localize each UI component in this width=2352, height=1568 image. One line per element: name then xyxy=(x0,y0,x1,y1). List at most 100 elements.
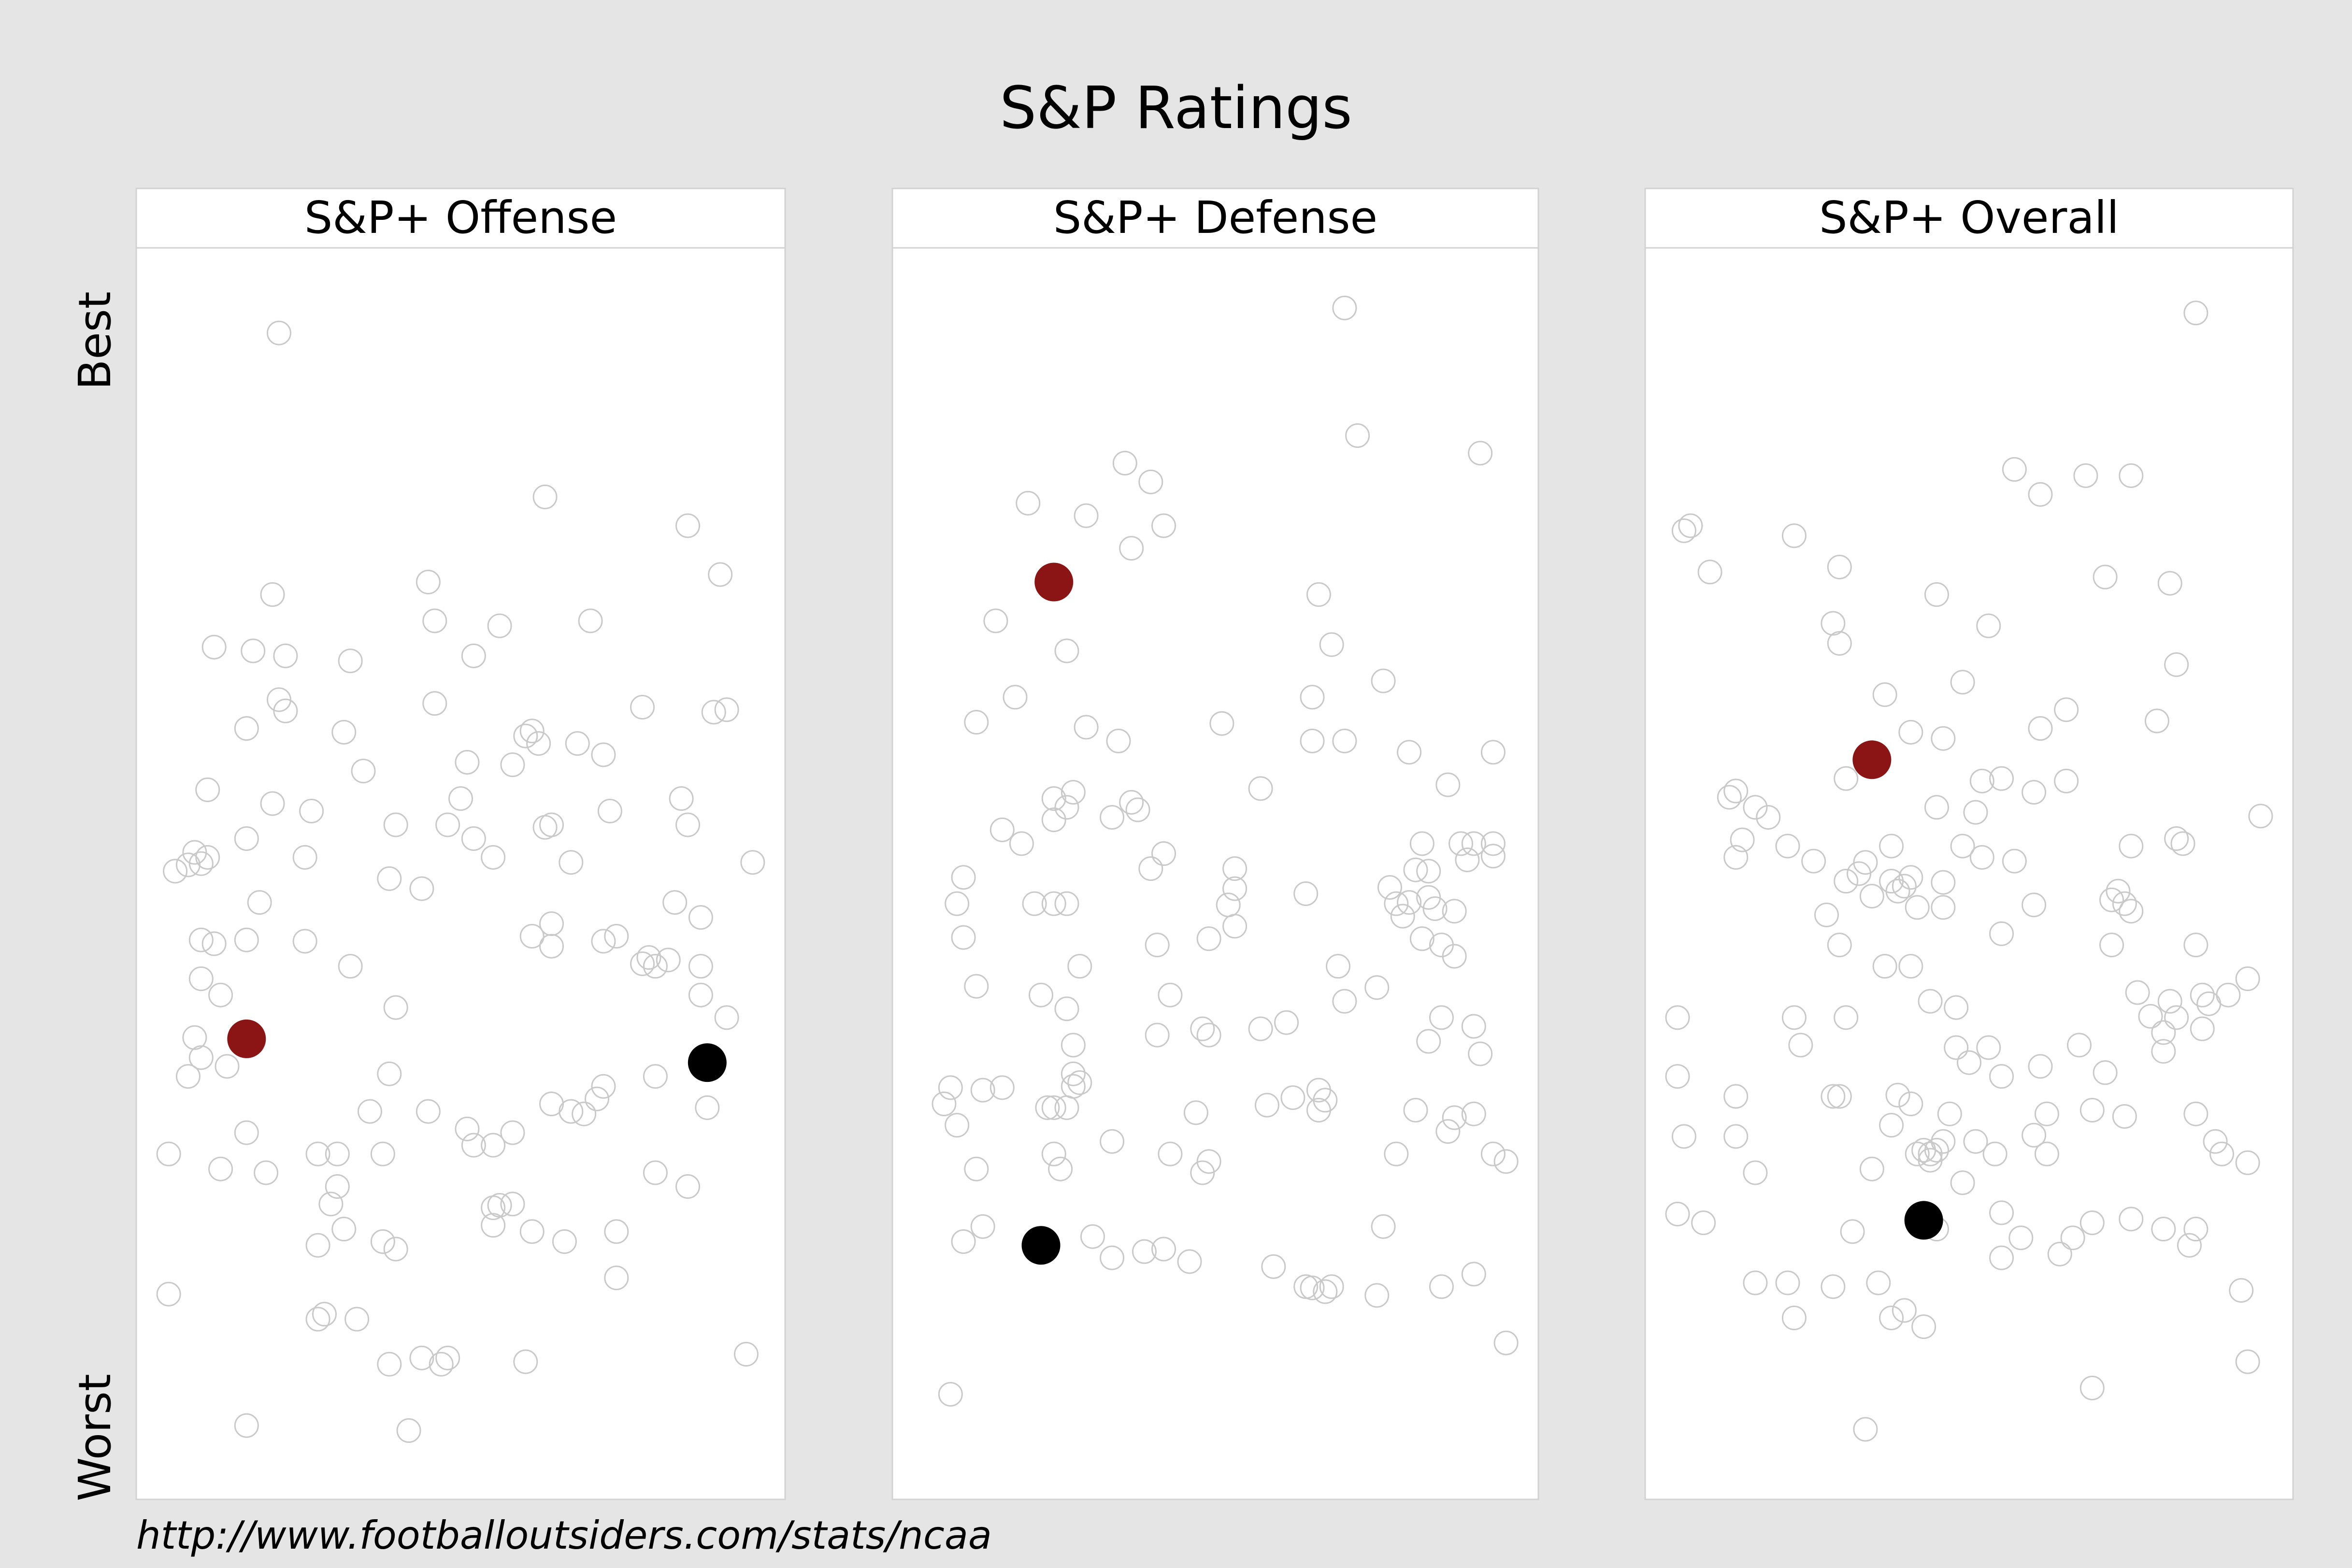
data-point xyxy=(370,1229,395,1254)
data-point xyxy=(1384,891,1409,916)
data-point xyxy=(1898,954,1923,979)
data-point xyxy=(604,924,629,949)
data-point xyxy=(1274,1010,1299,1035)
data-point xyxy=(1493,1149,1519,1174)
data-point xyxy=(182,840,207,865)
highlight-point-black xyxy=(1904,1201,1943,1240)
data-point xyxy=(2196,991,2222,1016)
data-point xyxy=(970,1214,995,1239)
data-point xyxy=(708,562,733,587)
data-point xyxy=(1982,1141,2008,1166)
data-point xyxy=(1009,831,1034,856)
panel-title: S&P+ Defense xyxy=(1053,192,1377,244)
data-point xyxy=(2235,1349,2260,1374)
panel-frame xyxy=(1644,187,2294,1500)
data-point xyxy=(1821,1084,1846,1109)
data-point xyxy=(1261,1254,1286,1279)
data-point xyxy=(964,974,989,999)
data-point xyxy=(500,1120,525,1145)
data-point xyxy=(182,1025,207,1050)
data-point xyxy=(1196,1022,1221,1048)
data-point xyxy=(532,484,558,509)
data-point xyxy=(383,812,408,837)
data-point xyxy=(552,1229,577,1254)
data-point xyxy=(604,1266,629,1291)
data-point xyxy=(1872,954,1897,979)
data-point xyxy=(331,1217,357,1242)
data-point xyxy=(422,608,447,633)
data-point xyxy=(1416,885,1441,910)
data-point xyxy=(1416,859,1441,884)
data-point xyxy=(383,1237,408,1262)
data-point xyxy=(1190,1016,1215,1041)
data-point xyxy=(1106,728,1131,753)
data-point xyxy=(188,966,214,992)
data-point xyxy=(1145,1022,1170,1048)
data-point xyxy=(1827,554,1852,579)
panels-group: S&P+ Offense S&P+ Defense S&P+ Overall xyxy=(135,187,2294,1500)
data-point xyxy=(1067,1070,1092,1095)
data-point xyxy=(1853,1417,1878,1442)
data-point xyxy=(1061,1033,1086,1058)
data-point xyxy=(1957,1050,1981,1075)
data-point xyxy=(1016,490,1041,516)
data-point xyxy=(429,1352,454,1377)
data-point xyxy=(990,817,1015,842)
data-point xyxy=(1827,1084,1852,1109)
data-point xyxy=(266,687,291,712)
data-point xyxy=(1879,834,1904,859)
data-point xyxy=(377,866,402,891)
data-point xyxy=(1931,726,1956,751)
data-point xyxy=(1209,711,1234,736)
data-point xyxy=(2183,933,2209,958)
data-point xyxy=(519,1219,545,1244)
data-point xyxy=(188,1045,214,1070)
data-point xyxy=(1442,899,1467,924)
data-point xyxy=(305,1141,330,1166)
data-point xyxy=(1756,805,1781,830)
data-point xyxy=(163,859,188,884)
data-point xyxy=(938,1381,963,1407)
data-point xyxy=(2119,463,2144,488)
data-point xyxy=(1859,1156,1884,1181)
data-point xyxy=(513,723,538,748)
data-point xyxy=(2229,1278,2254,1303)
data-point xyxy=(643,1064,668,1089)
data-point xyxy=(695,1095,720,1120)
data-point xyxy=(2125,980,2150,1005)
data-point xyxy=(1306,1098,1331,1123)
data-point xyxy=(2022,780,2047,805)
data-point xyxy=(2008,1225,2034,1251)
panel-s-p-offense: S&P+ Offense xyxy=(135,187,786,1500)
data-point xyxy=(2119,899,2144,924)
data-point xyxy=(1158,982,1183,1007)
data-point xyxy=(2112,891,2137,916)
data-point xyxy=(1100,1129,1125,1154)
data-point xyxy=(2112,1104,2137,1129)
data-point xyxy=(201,634,227,660)
data-point xyxy=(435,812,460,837)
data-point xyxy=(1989,921,2014,946)
data-point xyxy=(2080,1210,2105,1236)
data-point xyxy=(1371,1214,1396,1239)
data-point xyxy=(1898,1092,1923,1117)
data-point xyxy=(2028,1054,2053,1079)
data-point xyxy=(1409,926,1434,951)
data-point xyxy=(526,731,551,756)
data-point xyxy=(461,643,486,668)
data-point xyxy=(1313,1279,1338,1304)
data-point xyxy=(932,1092,957,1117)
data-point xyxy=(266,320,291,345)
data-point xyxy=(260,791,285,816)
data-point xyxy=(983,608,1008,633)
data-point xyxy=(416,1099,441,1124)
data-point xyxy=(208,982,233,1007)
data-point xyxy=(1151,513,1176,538)
data-point xyxy=(1022,891,1047,916)
data-point xyxy=(370,1141,395,1166)
data-point xyxy=(1435,772,1461,797)
data-point xyxy=(1847,861,1872,886)
data-point xyxy=(1442,1105,1467,1130)
data-point xyxy=(2119,1207,2144,1232)
data-point xyxy=(1100,805,1125,830)
